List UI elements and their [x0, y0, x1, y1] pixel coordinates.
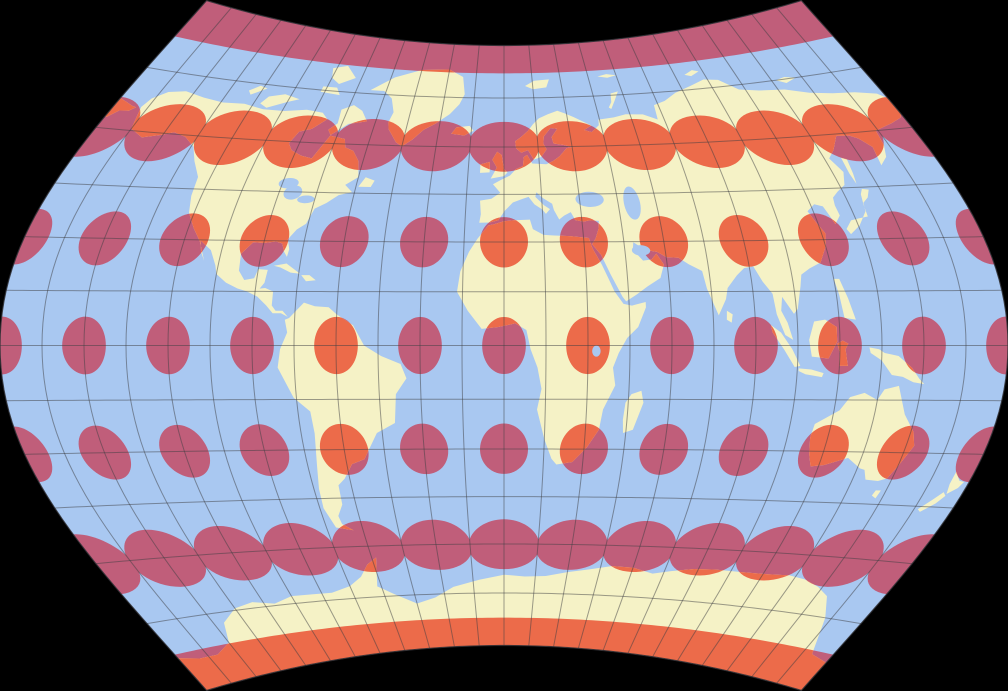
lake-lake-victoria: [592, 345, 601, 357]
meridian-line: [209, 29, 331, 662]
landmass-novaya-zemlya: [608, 91, 618, 110]
landmass-philippines: [833, 278, 856, 320]
lakes-layer: [278, 177, 651, 357]
landmass-severnaya-zemlya: [684, 70, 699, 77]
tissot-ellipse: [124, 529, 206, 587]
tissot-ellipse: [174, 0, 834, 74]
landmass-south-america: [277, 302, 407, 531]
landmass-baffin-island: [328, 105, 367, 135]
meridian-line: [377, 42, 431, 649]
tissot-ellipse: [986, 316, 1008, 375]
meridian-line: [335, 40, 406, 651]
meridian-line: [726, 19, 883, 672]
landmass-ellesmere-island: [332, 65, 356, 85]
meridian-line: [776, 7, 967, 684]
meridian-line: [677, 29, 799, 662]
landmass-banks-island: [248, 85, 268, 95]
lake-black-sea: [575, 191, 604, 207]
meridian-line: [751, 13, 925, 678]
meridian-line: [461, 45, 480, 646]
meridian-line: [293, 37, 381, 654]
tissot-ellipse: [736, 525, 815, 581]
tissot-ellipse: [174, 617, 834, 691]
landmass-java: [798, 368, 824, 378]
tissot-ellipse: [802, 529, 884, 587]
tissot-ellipse: [736, 110, 815, 166]
meridian-line: [41, 7, 232, 684]
meridian-line: [553, 44, 589, 647]
landmass-nz-north-island: [946, 471, 964, 495]
landmass-tasmania: [871, 490, 881, 499]
lake-lake-erie-ontario: [297, 195, 315, 204]
lake-caspian-sea: [623, 186, 641, 220]
meridian-line: [125, 19, 282, 672]
meridian-line: [528, 45, 547, 646]
tissot-ellipse: [193, 110, 272, 166]
tissot-ellipse: [193, 525, 272, 581]
meridian-line: [652, 34, 757, 657]
landmass-new-guinea: [869, 347, 925, 385]
lake-persian-gulf: [631, 245, 651, 256]
landmass-hispaniola: [301, 275, 316, 282]
meridian-line: [419, 44, 455, 647]
landmass-franz-josef-land: [597, 74, 617, 78]
tissot-ellipse: [0, 316, 22, 375]
landmass-cuba: [273, 263, 301, 274]
landmass-svalbard: [525, 79, 549, 90]
graticule-layer: [0, 7, 1008, 684]
meridian-line: [167, 25, 307, 666]
landmass-japan: [846, 188, 869, 235]
landmass-sakhalin: [841, 157, 857, 184]
meridian-line: [627, 37, 715, 654]
meridian-line: [701, 25, 841, 666]
landmass-sumatra: [770, 325, 801, 367]
meridian-line: [577, 42, 631, 649]
landmass-newfoundland: [358, 177, 375, 187]
meridian-line: [602, 40, 673, 651]
landmass-sri-lanka: [726, 310, 733, 323]
landmass-north-america: [131, 91, 359, 317]
meridian-line: [83, 13, 257, 678]
meridian-line: [251, 34, 356, 657]
lake-lake-michigan-huron: [283, 185, 303, 200]
